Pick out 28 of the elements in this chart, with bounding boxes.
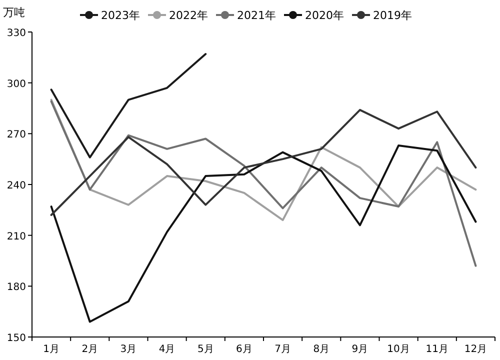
x-tick-label: 6月 xyxy=(236,344,252,355)
x-tick-label: 10月 xyxy=(387,344,410,355)
legend-label: 2023年 xyxy=(101,9,140,22)
y-tick-label: 300 xyxy=(6,78,26,90)
x-tick-label: 4月 xyxy=(158,344,176,355)
x-tick-label: 8月 xyxy=(313,344,330,355)
y-axis-title: 万吨 xyxy=(3,6,25,19)
x-tick-label: 11月 xyxy=(426,344,448,355)
x-tick-label: 9月 xyxy=(352,344,368,355)
line-series xyxy=(50,100,477,267)
y-tick-label: 210 xyxy=(6,231,26,242)
legend-label: 2020年 xyxy=(305,9,344,22)
x-tick-label: 2月 xyxy=(82,344,98,355)
x-tick-label: 5月 xyxy=(197,344,214,355)
line-series xyxy=(50,53,207,158)
x-tick-label: 1月 xyxy=(43,344,60,355)
y-tick-label: 150 xyxy=(6,333,26,344)
legend-label: 2022年 xyxy=(169,9,208,22)
y-tick-label: 180 xyxy=(6,282,26,294)
legend-label: 2021年 xyxy=(237,9,276,22)
x-tick-label: 3月 xyxy=(120,344,137,355)
x-tick-label: 12月 xyxy=(464,344,488,355)
y-tick-label: 270 xyxy=(6,130,26,141)
y-tick-label: 330 xyxy=(6,28,26,39)
legend-label: 2019年 xyxy=(373,9,412,22)
line-series xyxy=(50,144,477,323)
y-tick-label: 240 xyxy=(6,180,26,192)
x-tick-label: 7月 xyxy=(274,344,291,355)
